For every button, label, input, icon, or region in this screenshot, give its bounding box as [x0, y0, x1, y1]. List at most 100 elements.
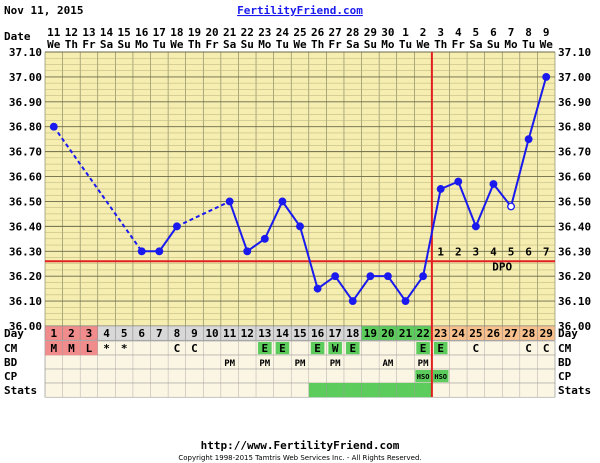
- footer-copyright: Copyright 1998-2015 Tamtris Web Services…: [178, 454, 421, 462]
- weekday-label: Su: [364, 38, 377, 51]
- date-label: 23: [258, 26, 271, 39]
- day-number: 3: [86, 327, 93, 340]
- cm-menses-cell: [62, 341, 81, 356]
- date-label: 27: [329, 26, 342, 39]
- site-link[interactable]: FertilityFriend.com: [237, 4, 363, 17]
- date-label: 30: [381, 26, 394, 39]
- day-number: 24: [452, 327, 466, 340]
- row-bg-stats: [44, 382, 556, 398]
- cm-value: L: [86, 342, 93, 355]
- temp-point: [155, 247, 164, 256]
- y-tick-label-left: 36.40: [9, 220, 42, 233]
- date-label: 11: [47, 26, 61, 39]
- temp-segment: [510, 138, 530, 207]
- temp-point: [524, 135, 533, 144]
- y-tick-label-right: 36.50: [558, 195, 591, 208]
- weekday-label: Fr: [82, 38, 96, 51]
- y-tick-label-left: 36.30: [9, 245, 42, 258]
- cm-fertile-cell: [345, 342, 360, 355]
- date-label: 29: [364, 26, 377, 39]
- cp-cell: [432, 370, 449, 383]
- cm-value: *: [103, 342, 110, 355]
- date-label: 28: [346, 26, 359, 39]
- temp-segment: [52, 126, 143, 252]
- temp-point: [49, 122, 58, 131]
- date-label: 18: [170, 26, 183, 39]
- temp-segment: [422, 188, 442, 277]
- day-number: 7: [156, 327, 163, 340]
- temp-segment: [334, 275, 354, 302]
- day-number: 28: [522, 327, 535, 340]
- day-number: 9: [191, 327, 198, 340]
- day-number: 13: [258, 327, 271, 340]
- weekday-label: Th: [434, 38, 447, 51]
- y-tick-label-right: 36.90: [558, 96, 591, 109]
- date-label: 13: [82, 26, 95, 39]
- bd-value: PM: [224, 359, 235, 369]
- temp-point: [243, 247, 252, 256]
- weekday-label: Su: [487, 38, 500, 51]
- date-label: 4: [455, 26, 462, 39]
- day-number: 27: [504, 327, 517, 340]
- day-number: 1: [50, 327, 57, 340]
- temp-segment: [281, 200, 301, 227]
- cp-value: HSO: [417, 373, 430, 381]
- temp-segment: [527, 76, 548, 140]
- temp-point: [331, 272, 340, 281]
- date-label: 5: [473, 26, 480, 39]
- y-tick-label-right: 36.10: [558, 295, 591, 308]
- day-number: 2: [68, 327, 75, 340]
- date-label: 25: [293, 26, 306, 39]
- weekday-label: Su: [118, 38, 131, 51]
- date-label: 20: [205, 26, 218, 39]
- date-label: 9: [543, 26, 550, 39]
- temp-point: [507, 202, 515, 211]
- y-tick-label-left: 36.80: [9, 121, 42, 134]
- weekday-label: Th: [311, 38, 324, 51]
- row-label-right-day: Day: [558, 327, 578, 340]
- row-label-right-cm: CM: [558, 342, 572, 355]
- y-tick-label-right: 37.10: [558, 46, 591, 59]
- cm-menses-cell: [80, 341, 98, 356]
- day-number: 15: [293, 327, 306, 340]
- y-tick-label-left: 36.10: [9, 295, 42, 308]
- cp-value: HSO: [434, 373, 447, 381]
- footer-url[interactable]: http://www.FertilityFriend.com: [201, 439, 400, 452]
- y-tick-label-left: 36.60: [9, 171, 42, 184]
- y-tick-label-left: 37.00: [9, 71, 42, 84]
- day-number: 16: [311, 327, 325, 340]
- y-tick-label-left: 37.10: [9, 46, 42, 59]
- date-label: 19: [188, 26, 201, 39]
- weekday-label: Mo: [381, 38, 395, 51]
- bd-value: AM: [383, 359, 394, 369]
- row-label-cm: CM: [4, 342, 18, 355]
- row-label-right-cp: CP: [558, 370, 572, 383]
- date-label: 1: [402, 26, 409, 39]
- y-tick-label-right: 36.80: [558, 121, 591, 134]
- day-number: 29: [540, 327, 553, 340]
- row-label-right-bd: BD: [558, 356, 572, 369]
- temp-segment: [228, 201, 249, 252]
- dpo-number: 4: [490, 245, 497, 258]
- cm-fertile-cell: [433, 342, 448, 355]
- cm-fertile-cell: [328, 342, 342, 355]
- temp-point: [366, 272, 375, 281]
- temp-segment: [457, 181, 477, 227]
- cm-value: E: [349, 342, 356, 355]
- y-tick-label-left: 36.50: [9, 195, 42, 208]
- y-tick-label-left: 36.70: [9, 146, 42, 159]
- temp-segment: [299, 226, 319, 289]
- cm-value: E: [314, 342, 321, 355]
- cm-value: C: [543, 342, 550, 355]
- day-number: 6: [138, 327, 145, 340]
- day-number: 14: [276, 327, 290, 340]
- bd-value: PM: [330, 359, 341, 369]
- temp-point: [348, 297, 357, 306]
- dpo-number: 5: [508, 245, 515, 258]
- weekday-label: We: [293, 38, 307, 51]
- cm-value: C: [191, 342, 198, 355]
- day-number: 26: [487, 327, 501, 340]
- cm-fertile-cell: [275, 342, 290, 355]
- chart-date: Nov 11, 2015: [4, 4, 83, 17]
